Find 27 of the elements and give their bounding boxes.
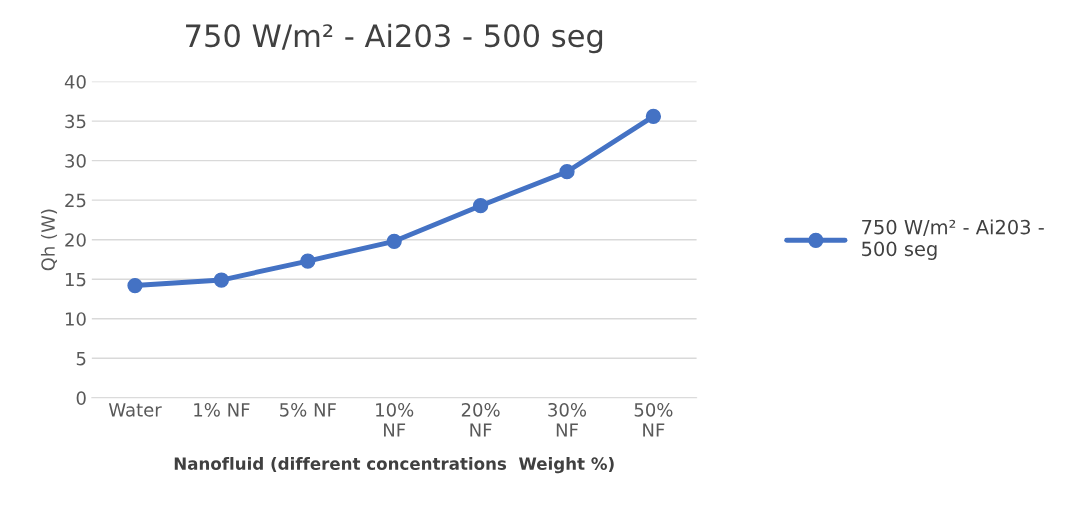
x-tick-label: 5% NF <box>280 402 336 417</box>
point <box>472 198 489 214</box>
y-tick-label: 25 <box>65 193 86 208</box>
point <box>559 164 575 180</box>
point <box>300 253 316 269</box>
y-tick-label: 35 <box>65 114 86 129</box>
y-tick-label: 5 <box>76 351 86 366</box>
y-tick-label: 15 <box>65 272 86 287</box>
point <box>645 108 662 125</box>
x-tick-label: 50% NF <box>634 402 673 437</box>
x-tick-label: 1% NF <box>194 402 250 417</box>
x-tick-label: 10% NF <box>376 402 414 437</box>
y-axis-title: Qh (W) <box>40 209 58 271</box>
x-tick-label: 30% NF <box>548 402 587 437</box>
point <box>386 233 402 249</box>
y-tick-label: 10 <box>65 312 86 326</box>
x-tick-label: 20% NF <box>461 402 500 437</box>
point <box>213 272 230 288</box>
y-tick-label: 40 <box>64 75 86 89</box>
y-tick-label: 0 <box>76 391 86 405</box>
chart-title: 750 W/m² - Ai203 - 500 seg <box>186 23 603 54</box>
y-tick-label: 20 <box>65 233 86 247</box>
point <box>127 277 143 294</box>
legend-label: 750 W/m² - Ai203 - 500 seg <box>862 219 1044 260</box>
y-tick-label: 30 <box>65 154 86 168</box>
x-axis-title: Nanofluid (different concentrations Weight %) <box>174 457 614 474</box>
x-tick-label: Water <box>108 403 162 417</box>
